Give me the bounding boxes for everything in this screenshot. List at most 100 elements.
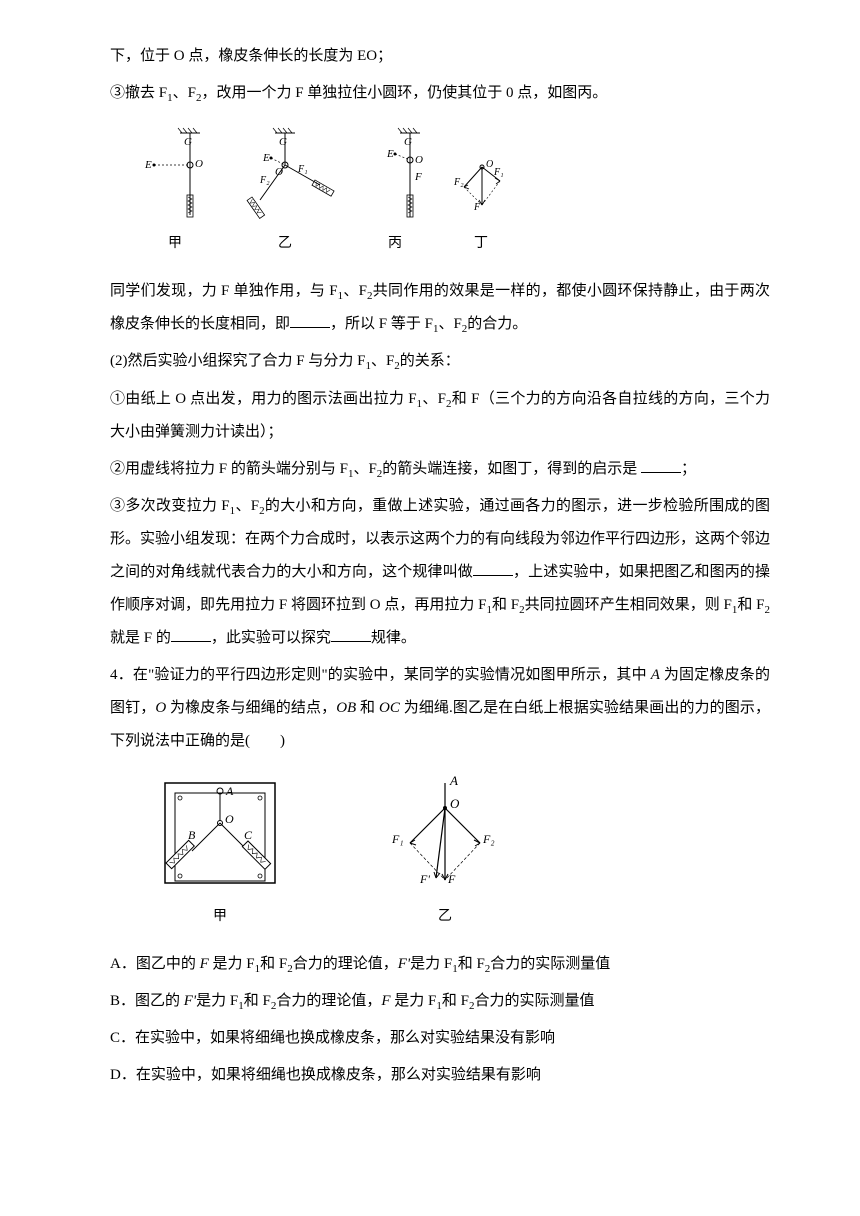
text: 共同拉圆环产生相同效果，则 F [525, 597, 732, 613]
diagram-ding-icon: O F₂ F₁ F [450, 155, 512, 225]
text: 、F [422, 391, 446, 407]
svg-text:G: G [404, 136, 412, 148]
text: 是力 F [391, 993, 437, 1009]
text: 是力 F [196, 993, 238, 1009]
figure-group-1: G E O 甲 G E O F₂ F₁ [140, 125, 770, 260]
svg-text:F₂: F₂ [482, 832, 495, 846]
text: 和 F [737, 597, 764, 613]
figure-bing: G E O F 丙 [360, 125, 430, 260]
svg-text:O: O [486, 159, 493, 170]
var-Fp: F' [398, 956, 410, 972]
text: ； [681, 461, 696, 477]
text: 、F [438, 316, 461, 332]
text: ③多次改变拉力 F [110, 498, 230, 514]
text: ，此实验可以探究 [211, 630, 331, 646]
option-a: A．图乙中的 F 是力 F1和 F2合力的理论值，F'是力 F1和 F2合力的实… [110, 948, 770, 981]
text: 和 F [260, 956, 287, 972]
figure-group-2: A O B C 甲 A O F₁ F₂ F' [150, 773, 770, 933]
text: 和 [356, 700, 379, 716]
svg-text:E: E [144, 159, 152, 171]
svg-text:F': F' [419, 872, 430, 886]
para-6: ②用虚线将拉力 F 的箭头端分别与 F1、F2的箭头端连接，如图丁，得到的启示是… [110, 453, 770, 486]
text: 就是 F 的 [110, 630, 171, 646]
figure-q4-yi: A O F₁ F₂ F' F 乙 [380, 773, 510, 933]
svg-text:F₂: F₂ [453, 177, 464, 188]
svg-text:O: O [275, 166, 283, 178]
blank-5 [331, 627, 371, 642]
text: ，改用一个力 F 单独拉住小圆环，仍使其位于 0 点，如图丙。 [201, 85, 607, 101]
text: 、F [173, 85, 196, 101]
text: 、F [235, 498, 259, 514]
diagram-bing-icon: G E O F [360, 125, 430, 225]
para-5: ①由纸上 O 点出发，用力的图示法画出拉力 F1、F2和 F（三个力的方向沿各自… [110, 383, 770, 449]
text: 为橡皮条与细绳的结点， [166, 700, 336, 716]
text: 和 F [458, 956, 485, 972]
blank-3 [473, 561, 513, 576]
svg-text:E: E [386, 148, 394, 160]
svg-text:A: A [225, 784, 234, 798]
svg-text:C: C [244, 828, 253, 842]
text: B．图乙的 [110, 993, 184, 1009]
text: 规律。 [371, 630, 416, 646]
text: 合力的理论值， [276, 993, 381, 1009]
svg-text:F₁: F₁ [493, 167, 504, 178]
var-Fp: F' [184, 993, 196, 1009]
svg-text:F: F [414, 171, 422, 183]
label-ding: 丁 [474, 229, 488, 260]
text: ②用虚线将拉力 F 的箭头端分别与 F [110, 461, 348, 477]
para-4: (2)然后实验小组探究了合力 F 与分力 F1、F2的关系： [110, 345, 770, 378]
para-1: 下，位于 O 点，橡皮条伸长的长度为 EO； [110, 40, 770, 73]
text: 同学们发现，力 F 单独作用，与 F [110, 283, 338, 299]
svg-text:G: G [184, 136, 192, 148]
text: C．在实验中，如果将细绳也换成橡皮条，那么对实验结果没有影响 [110, 1030, 555, 1046]
label-q4-jia: 甲 [213, 902, 227, 933]
para-7: ③多次改变拉力 F1、F2的大小和方向，重做上述实验，通过画各力的图示，进一步检… [110, 490, 770, 655]
option-d: D．在实验中，如果将细绳也换成橡皮条，那么对实验结果有影响 [110, 1059, 770, 1092]
figure-q4-jia: A O B C 甲 [150, 773, 290, 933]
diagram-jia-icon: G E O [140, 125, 210, 225]
figure-jia: G E O 甲 [140, 125, 210, 260]
para-3: 同学们发现，力 F 单独作用，与 F1、F2共同作用的效果是一样的，都使小圆环保… [110, 275, 770, 341]
text: 的合力。 [467, 316, 527, 332]
label-jia: 甲 [168, 229, 182, 260]
text: 、F [371, 353, 394, 369]
svg-text:A: A [449, 773, 458, 788]
text: (2)然后实验小组探究了合力 F 与分力 F [110, 353, 365, 369]
option-b: B．图乙的 F'是力 F1和 F2合力的理论值，F 是力 F1和 F2合力的实际… [110, 985, 770, 1018]
svg-text:F: F [447, 872, 456, 886]
svg-text:F: F [473, 202, 481, 213]
text: 是力 F [410, 956, 452, 972]
svg-text:O: O [195, 158, 203, 170]
text: 合力的理论值， [293, 956, 398, 972]
para-2: ③撤去 F1、F2，改用一个力 F 单独拉住小圆环，仍使其位于 0 点，如图丙。 [110, 77, 770, 110]
var-OC: OC [379, 700, 400, 716]
var-A: A [651, 667, 660, 683]
text: 的箭头端连接，如图丁，得到的启示是 [382, 461, 641, 477]
svg-text:G: G [279, 136, 287, 148]
figure-ding: O F₂ F₁ F 丁 [450, 155, 512, 260]
text: ①由纸上 O 点出发，用力的图示法画出拉力 F [110, 391, 417, 407]
blank-4 [171, 627, 211, 642]
svg-text:E: E [262, 152, 270, 164]
text: 是力 F [209, 956, 255, 972]
text: ③撤去 F [110, 85, 167, 101]
diagram-yi-icon: G E O F₂ F₁ [230, 125, 340, 225]
figure-yi: G E O F₂ F₁ 乙 [230, 125, 340, 260]
label-q4-yi: 乙 [438, 902, 452, 933]
text: A．图乙中的 [110, 956, 200, 972]
svg-text:B: B [188, 828, 196, 842]
svg-text:O: O [450, 796, 460, 811]
text: ，所以 F 等于 F [330, 316, 433, 332]
text: 下，位于 O 点，橡皮条伸长的长度为 EO； [110, 48, 392, 64]
text: 的关系： [400, 353, 460, 369]
text: 、F [343, 283, 367, 299]
blank-2 [641, 458, 681, 473]
question-4: 4．在"验证力的平行四边形定则"的实验中，某同学的实验情况如图甲所示，其中 A … [110, 659, 770, 758]
blank-1 [290, 313, 330, 328]
diagram-q4-jia-icon: A O B C [150, 773, 290, 898]
option-c: C．在实验中，如果将细绳也换成橡皮条，那么对实验结果没有影响 [110, 1022, 770, 1055]
text: 和 F [244, 993, 271, 1009]
label-yi: 乙 [278, 229, 292, 260]
text: 合力的实际测量值 [474, 993, 594, 1009]
text: 和 F [492, 597, 519, 613]
